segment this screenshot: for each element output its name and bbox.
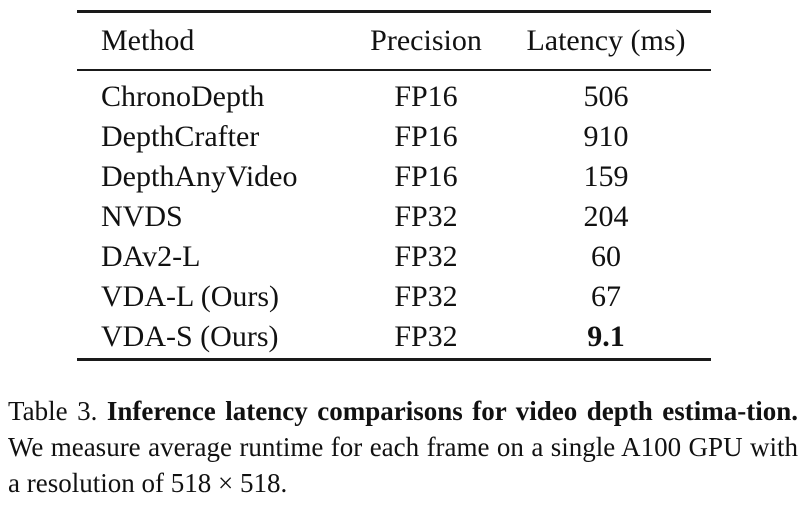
table-row: VDA-L (Ours) FP32 67 bbox=[77, 277, 711, 317]
method-cell: DepthCrafter bbox=[101, 120, 260, 153]
latency-cell: 910 bbox=[583, 120, 629, 153]
precision-cell: FP32 bbox=[394, 200, 458, 233]
table-row: DepthAnyVideo FP16 159 bbox=[77, 157, 711, 197]
latency-cell: 204 bbox=[583, 200, 629, 233]
header-method: Method bbox=[101, 24, 195, 57]
latency-cell: 67 bbox=[591, 280, 621, 313]
caption-text: We measure average runtime for each fram… bbox=[8, 432, 798, 498]
precision-cell: FP32 bbox=[394, 320, 458, 353]
method-cell: VDA-L (Ours) bbox=[101, 280, 280, 313]
table-top-rule bbox=[77, 10, 711, 13]
precision-cell: FP32 bbox=[394, 240, 458, 273]
method-cell: DAv2-L bbox=[101, 240, 201, 273]
method-cell: DepthAnyVideo bbox=[101, 160, 298, 193]
latency-cell: 159 bbox=[583, 160, 629, 193]
table-row: NVDS FP32 204 bbox=[77, 197, 711, 237]
precision-cell: FP32 bbox=[394, 280, 458, 313]
table-header-row: Method Precision Latency (ms) bbox=[77, 13, 711, 69]
table-row: DepthCrafter FP16 910 bbox=[77, 117, 711, 157]
method-cell: VDA-S (Ours) bbox=[101, 320, 279, 353]
caption-title: Inference latency comparisons for video … bbox=[106, 396, 798, 426]
table-header-rule bbox=[77, 69, 711, 71]
method-cell: ChronoDepth bbox=[101, 80, 265, 113]
table-caption: Table 3. Inference latency comparisons f… bbox=[8, 393, 798, 501]
latency-cell-best: 9.1 bbox=[587, 320, 625, 353]
header-latency: Latency (ms) bbox=[526, 24, 686, 57]
table-row: ChronoDepth FP16 506 bbox=[77, 69, 711, 117]
table-row: DAv2-L FP32 60 bbox=[77, 237, 711, 277]
precision-cell: FP16 bbox=[394, 160, 458, 193]
table-bottom-rule bbox=[77, 358, 711, 361]
precision-cell: FP16 bbox=[394, 120, 458, 153]
precision-cell: FP16 bbox=[394, 80, 458, 113]
latency-cell: 506 bbox=[583, 80, 629, 113]
latency-cell: 60 bbox=[591, 240, 621, 273]
method-cell: NVDS bbox=[101, 200, 183, 233]
caption-label: Table 3. bbox=[8, 396, 98, 426]
header-precision: Precision bbox=[370, 24, 482, 57]
latency-table: Method Precision Latency (ms) ChronoDept… bbox=[77, 13, 711, 357]
table-row: VDA-S (Ours) FP32 9.1 bbox=[77, 317, 711, 357]
